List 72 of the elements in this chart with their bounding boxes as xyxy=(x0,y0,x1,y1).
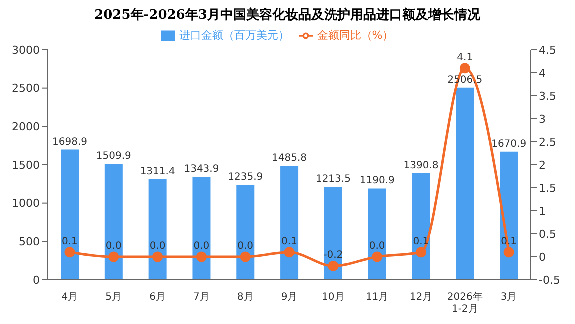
point xyxy=(196,252,207,262)
x-tick-label: 4月 xyxy=(62,292,78,303)
y-tick-label: 2000 xyxy=(12,120,40,134)
data-label: 1311.4 xyxy=(140,166,176,178)
bar xyxy=(324,186,342,280)
bar xyxy=(236,185,255,280)
y2-tick-label: 2 xyxy=(539,158,546,172)
point xyxy=(416,247,426,258)
data-label: 0.0 xyxy=(106,241,122,252)
bar xyxy=(412,173,430,280)
bar xyxy=(368,188,386,280)
legend-label: 进口金额（百万美元） xyxy=(179,29,290,42)
legend-label: 金额同比（%） xyxy=(317,29,394,42)
y-tick-label: 1000 xyxy=(12,197,40,210)
data-label: 0.0 xyxy=(369,241,386,252)
data-label: 1485.8 xyxy=(272,153,308,164)
data-label: 0.0 xyxy=(150,241,166,252)
x-tick-label: 11月 xyxy=(366,292,389,303)
data-label: 1670.9 xyxy=(492,138,527,150)
point xyxy=(460,63,470,74)
data-label: 0.0 xyxy=(238,241,254,252)
y2-tick-label: 3.5 xyxy=(539,90,556,103)
bar xyxy=(148,179,167,280)
y-tick-label: 0 xyxy=(33,274,40,287)
point xyxy=(504,247,514,258)
bar xyxy=(104,164,123,280)
y2-tick-label: -0.5 xyxy=(539,274,560,287)
bar xyxy=(192,176,211,280)
data-label: 0.1 xyxy=(282,236,298,248)
point xyxy=(108,252,120,262)
y-tick-label: 1500 xyxy=(12,158,40,172)
y2-tick-label: 4.5 xyxy=(539,44,556,57)
data-label: 1235.9 xyxy=(228,172,264,184)
y-tick-label: 3000 xyxy=(12,44,40,57)
data-label: 4.1 xyxy=(457,52,474,64)
point xyxy=(328,260,339,272)
bar xyxy=(61,150,79,280)
bar xyxy=(456,88,474,280)
point xyxy=(64,247,76,258)
bar xyxy=(500,152,518,280)
y2-tick-label: 3 xyxy=(539,112,546,126)
data-label: 0.0 xyxy=(194,241,210,252)
data-label: 1343.9 xyxy=(184,164,220,175)
y2-tick-label: 0 xyxy=(539,250,546,264)
chart-title: 2025年-2026年3月中国美容化妆品及洗护用品进口额及增长情况 xyxy=(94,6,482,24)
point xyxy=(372,252,383,262)
x-tick-label: 7月 xyxy=(193,292,210,303)
point xyxy=(240,252,251,262)
x-tick-label: 5月 xyxy=(106,292,122,303)
data-label: 0.1 xyxy=(62,236,78,248)
data-label: 1509.9 xyxy=(96,151,132,162)
point xyxy=(152,252,164,262)
y2-tick-label: 4 xyxy=(539,66,546,80)
bar xyxy=(280,166,299,280)
x-tick-label: 9月 xyxy=(281,292,298,303)
x-tick-label: 3月 xyxy=(500,292,518,303)
y2-tick-label: 0.5 xyxy=(539,228,556,241)
data-label: 1190.9 xyxy=(360,176,395,187)
x-tick-label: 2026年 1-2月 xyxy=(447,291,483,315)
y2-tick-label: 1 xyxy=(539,204,546,218)
x-tick-label: 10月 xyxy=(322,292,345,303)
data-label: 1698.9 xyxy=(52,136,88,148)
y2-tick-label: 2.5 xyxy=(539,136,556,149)
data-label: 1390.8 xyxy=(404,160,439,172)
y-tick-label: 2500 xyxy=(12,82,40,96)
y-tick-label: 500 xyxy=(19,236,40,249)
x-tick-label: 12月 xyxy=(410,292,433,303)
point xyxy=(284,247,295,258)
data-label: 1213.5 xyxy=(316,174,351,185)
x-tick-label: 6月 xyxy=(150,292,166,303)
x-tick-label: 8月 xyxy=(237,292,254,303)
y2-tick-label: 1.5 xyxy=(539,182,556,195)
